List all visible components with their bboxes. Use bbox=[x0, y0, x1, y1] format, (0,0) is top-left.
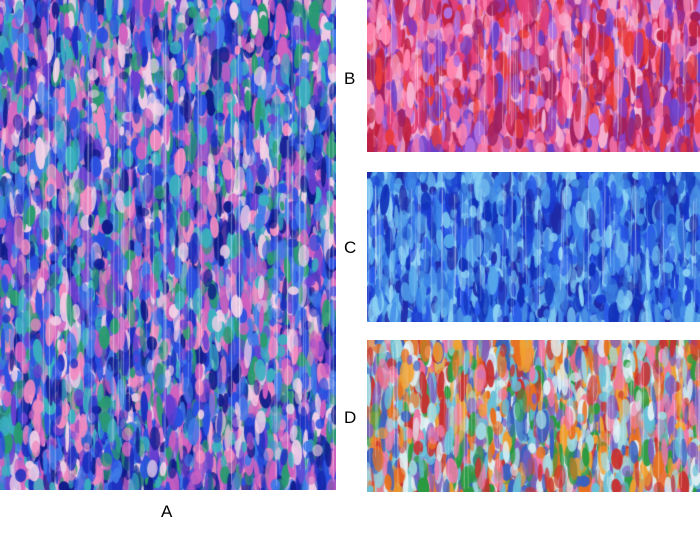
texture-panel-a bbox=[0, 0, 336, 490]
panel-label-b: B bbox=[344, 69, 356, 88]
texture-panel-b bbox=[367, 0, 700, 152]
texture-panel-d bbox=[367, 340, 700, 492]
texture-panel-c bbox=[367, 172, 700, 322]
panel-label-c: C bbox=[344, 238, 357, 257]
panel-label-d: D bbox=[344, 408, 357, 427]
panel-label-a: A bbox=[161, 502, 173, 521]
